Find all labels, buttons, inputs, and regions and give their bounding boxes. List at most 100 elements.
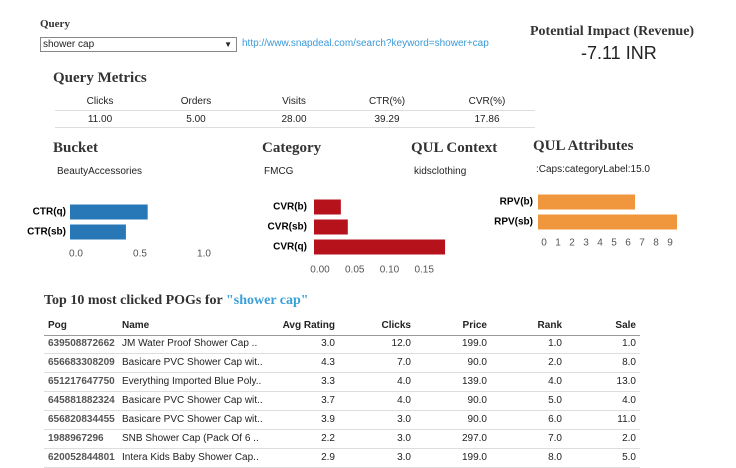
top-title: Top 10 most clicked POGs for "shower cap…: [44, 293, 309, 309]
metric-value: 39.29: [374, 114, 400, 125]
table-cell: 4.0: [397, 376, 411, 387]
charts: CTR(q) CTR(sb)0.0 0.5 1.0 CVR(b) CVR(sb) CVR(q…: [27, 194, 677, 276]
x-tick-label: 0.05: [345, 265, 365, 276]
table-rule: [44, 429, 640, 430]
x-tick-label: 0.10: [380, 265, 400, 276]
table-rule: [44, 448, 640, 449]
impact-title: Potential Impact (Revenue): [530, 24, 695, 39]
x-tick-label: 1.0: [197, 249, 211, 260]
metric-rule: [55, 110, 535, 111]
table-cell: 11.0: [617, 414, 636, 425]
bucket-value: BeautyAccessories: [57, 166, 143, 177]
metrics-title: Query Metrics: [53, 70, 147, 86]
table-cell: 4.0: [397, 395, 411, 406]
bar-label: CVR(q): [273, 242, 307, 253]
bar: [314, 239, 446, 255]
bar: [70, 224, 126, 240]
bar: [538, 214, 677, 230]
table-cell: Everything Imported Blue Poly..: [122, 376, 262, 387]
bar: [314, 199, 341, 215]
table-cell: 297.0: [461, 433, 487, 444]
table-cell: 4.0: [622, 395, 636, 406]
x-tick-label: 7: [639, 238, 645, 249]
x-tick-label: 0.0: [69, 249, 83, 260]
table-cell: 1988967296: [48, 433, 104, 444]
metric-value: 5.00: [186, 114, 206, 125]
metric-header: Orders: [180, 96, 212, 107]
table-cell: 12.0: [391, 338, 411, 349]
bar-label: CTR(sb): [27, 227, 66, 238]
top-title-text: Top 10 most clicked POGs for: [44, 293, 223, 308]
table-cell: JM Water Proof Shower Cap ..: [122, 338, 258, 349]
table-cell: 639508872662: [48, 338, 115, 349]
table-cell: SNB Shower Cap (Pack Of 6 ..: [122, 433, 259, 444]
table-cell: 656820834455: [48, 414, 115, 425]
x-tick-label: 0: [541, 238, 547, 249]
x-tick-label: 6: [625, 238, 631, 249]
table-cell: 7.0: [397, 357, 411, 368]
bar-label: RPV(sb): [494, 217, 533, 228]
table-rule: [44, 391, 640, 392]
x-tick-label: 2: [569, 238, 575, 249]
x-tick-label: 4: [597, 238, 603, 249]
table-header: Rank: [537, 320, 562, 331]
metric-header: CVR(%): [468, 96, 506, 107]
table-rule: [44, 335, 640, 336]
table-cell: 4.0: [548, 376, 562, 387]
table-cell: 6.0: [548, 414, 562, 425]
query-label: Query: [40, 18, 70, 30]
table-header: Name: [122, 320, 150, 331]
category-value: FMCG: [264, 166, 294, 177]
table-cell: Basicare PVC Shower Cap wit..: [122, 395, 263, 406]
table-cell: 90.0: [467, 414, 487, 425]
x-tick-label: 0.15: [414, 265, 434, 276]
table-cell: 139.0: [461, 376, 487, 387]
category-title: Category: [262, 140, 322, 156]
table-cell: 1.0: [622, 338, 636, 349]
metric-value: 17.86: [474, 114, 500, 125]
query-link[interactable]: http://www.snapdeal.com/search?keyword=s…: [242, 38, 489, 49]
bar: [70, 204, 148, 220]
table-cell: 1.0: [548, 338, 562, 349]
qul-context-title: QUL Context: [411, 140, 498, 156]
bar-label: CTR(q): [33, 207, 66, 218]
table-cell: 5.0: [548, 395, 562, 406]
table-rule: [44, 410, 640, 411]
top-title-query: "shower cap": [226, 293, 309, 308]
bar: [538, 194, 635, 210]
x-tick-label: 0.5: [133, 249, 147, 260]
query-value: shower cap: [43, 39, 95, 50]
query-select[interactable]: shower cap ▼: [40, 37, 237, 52]
qul-attributes-value: :Caps:categoryLabel:15.0: [536, 164, 650, 175]
table-cell: 8.0: [622, 357, 636, 368]
bar: [314, 219, 348, 235]
table-cell: 2.0: [548, 357, 562, 368]
x-tick-label: 5: [611, 238, 617, 249]
table-cell: 13.0: [616, 376, 636, 387]
table-header: Pog: [48, 320, 67, 331]
metric-value: 11.00: [87, 114, 113, 125]
x-tick-label: 3: [583, 238, 589, 249]
table-cell: 7.0: [548, 433, 562, 444]
table-cell: Basicare PVC Shower Cap wit..: [122, 357, 263, 368]
table-header: Sale: [615, 320, 636, 331]
table-cell: 2.0: [622, 433, 636, 444]
x-tick-label: 0.00: [310, 265, 330, 276]
page: Query shower cap ▼ http://www.snapdeal.co…: [27, 18, 695, 468]
table-cell: 3.3: [321, 376, 335, 387]
table-cell: 3.0: [321, 338, 335, 349]
metric-header: Clicks: [86, 96, 114, 107]
qul-attributes-title: QUL Attributes: [533, 138, 634, 154]
table-cell: Basicare PVC Shower Cap wit..: [122, 414, 263, 425]
table-cell: 656683308209: [48, 357, 115, 368]
table-rule: [44, 353, 640, 354]
table-rule: [44, 372, 640, 373]
table-cell: 3.9: [321, 414, 335, 425]
qul-context-value: kidsclothing: [414, 166, 467, 177]
impact-value: -7.11 INR: [581, 43, 657, 63]
bar-label: RPV(b): [500, 197, 533, 208]
metric-header: Visits: [282, 96, 306, 107]
table-cell: 3.7: [321, 395, 335, 406]
table-header: Clicks: [381, 320, 411, 331]
table-cell: 645881882324: [48, 395, 115, 406]
